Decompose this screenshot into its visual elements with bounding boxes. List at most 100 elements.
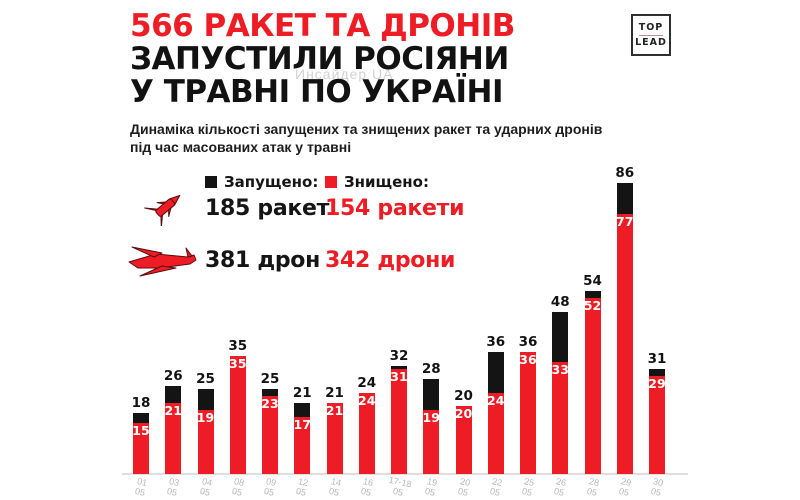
destroyed-segment: 24 [487,393,504,474]
rocket-icon [143,188,189,230]
watermark: Инсайдер UA [295,66,394,82]
destroyed-value-label: 24 [358,393,376,408]
title-line-2: ЗАПУСТИЛИ РОСІЯНИ [130,41,509,77]
logo-top-text: TOP [638,21,664,33]
launched-value-label: 31 [647,351,667,367]
drones-destroyed-value: 342 дрони [325,248,456,273]
launched-bar: 31 [390,366,408,474]
bar-group-19-05: 28 19 [415,362,447,474]
bar-group-20-05: 20 20 [448,389,480,474]
destroyed-value-label: 17 [293,417,311,432]
bar-group-29-05: 86 77 [609,166,641,474]
destroyed-segment: 52 [584,298,601,474]
launched-bar: 21 [326,403,343,474]
launched-bar: 36 [519,352,537,474]
launched-value-label: 25 [260,371,280,387]
date-label: 09 05 [263,476,278,498]
launched-value-label: 86 [615,165,635,181]
launched-bar: 24 [487,352,504,474]
destroyed-segment: 21 [326,403,343,474]
date-label: 20 05 [456,476,471,498]
date-label: 12 05 [295,476,310,498]
bar-group-09-05: 25 23 [254,372,286,474]
destroyed-segment: 15 [132,423,150,474]
subtitle-line-2: під час масованих атак у травні [130,139,352,155]
drone-icon [126,240,198,284]
drones-launched-value: 381 дрон [205,248,321,273]
bar-group-22-05: 36 24 [480,335,512,474]
launched-bar: 52 [584,291,601,474]
destroyed-value-label: 19 [422,410,440,425]
rockets-launched-value: 185 ракет [205,196,330,221]
destroyed-swatch [325,176,337,188]
launched-bar: 23 [261,389,279,474]
destroyed-segment: 17 [294,417,311,474]
date-label: 14 05 [327,476,342,498]
launched-value-label: 48 [550,294,570,310]
launched-value-label: 36 [518,334,538,350]
destroyed-value-label: 35 [229,356,247,371]
legend-launched-label: Запущено: [224,173,319,191]
legend-launched: Запущено: [205,173,318,191]
destroyed-value-label: 29 [648,376,666,391]
bar-group-25-05: 36 36 [512,335,544,474]
logo-bottom-text: LEAD [635,36,667,48]
bar-group-17-18-05: 32 31 [383,349,415,474]
legend-destroyed: Знищено: [325,173,429,191]
launched-bar: 19 [423,379,440,474]
destroyed-segment: 21 [165,403,182,474]
date-label: 01 05 [134,476,149,498]
bar-group-26-05: 48 33 [544,295,576,474]
date-label: 28 05 [585,476,600,498]
title-line-red: 566 РАКЕТ ТА ДРОНІВ [130,8,515,44]
destroyed-value-label: 31 [390,369,408,384]
destroyed-value-label: 24 [487,393,505,408]
bar-group-14-05: 21 21 [319,386,351,474]
bar-group-16-05: 24 24 [351,376,383,474]
toplead-logo: TOP LEAD [631,14,671,56]
rockets-destroyed-value: 154 ракети [325,196,465,221]
launched-swatch [205,176,217,188]
launched-value-label: 24 [357,375,377,391]
x-axis-line [122,473,688,475]
date-label: 29 05 [617,476,632,498]
launched-value-label: 26 [163,368,183,384]
destroyed-value-label: 77 [616,214,634,229]
destroyed-segment: 19 [197,410,214,474]
launched-bar: 15 [132,413,150,474]
destroyed-segment: 20 [455,406,472,474]
destroyed-value-label: 21 [164,403,182,418]
title-line-3: У ТРАВНІ ПО УКРАЇНІ [130,74,504,110]
destroyed-segment: 31 [390,369,408,474]
bar-group-12-05: 21 17 [286,386,318,474]
legend-destroyed-label: Знищено: [344,173,429,191]
logo-divider [639,34,663,36]
launched-value-label: 20 [454,388,473,404]
launched-value-label: 21 [325,385,344,401]
destroyed-segment: 24 [358,393,375,474]
destroyed-value-label: 33 [551,362,569,377]
date-label: 25 05 [521,476,536,498]
date-label: 30 05 [650,476,665,498]
launched-bar: 21 [165,386,182,474]
launched-bar: 17 [294,403,311,474]
launched-value-label: 36 [486,334,506,350]
launched-value-label: 21 [292,385,312,401]
bar-group-03-05: 26 21 [157,369,189,474]
destroyed-segment: 33 [552,362,569,474]
chart-subtitle: Динаміка кількості запущених та знищених… [130,120,602,156]
launched-value-label: 32 [389,348,409,364]
destroyed-value-label: 20 [454,406,473,421]
date-label: 03 05 [166,476,181,498]
destroyed-segment: 23 [261,396,279,474]
destroyed-segment: 29 [648,376,666,474]
destroyed-value-label: 52 [583,298,602,313]
date-label: 19 05 [424,476,439,498]
bar-group-30-05: 31 29 [641,352,673,474]
launched-bar: 33 [552,312,569,474]
destroyed-segment: 35 [229,356,246,474]
bar-group-01-05: 18 15 [125,396,157,474]
date-label: 17-18 05 [387,474,413,498]
destroyed-segment: 77 [616,214,633,474]
date-label: 08 05 [230,476,245,498]
